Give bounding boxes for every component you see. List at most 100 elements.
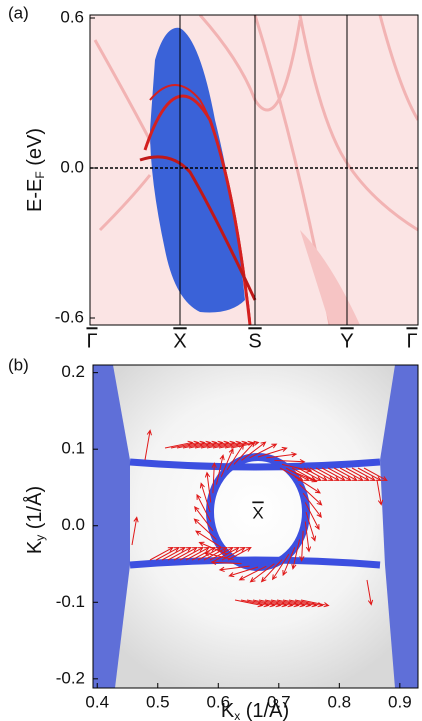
y-axis-label-part: E-E [24, 179, 46, 212]
spin-arrow [302, 492, 322, 519]
y-tick-label: -0.6 [55, 307, 84, 326]
x-tick-label: 0.6 [206, 692, 230, 711]
panel-label: (a) [8, 3, 29, 22]
y-tick-label: 0.1 [61, 439, 85, 458]
y-tick-label: -0.1 [56, 592, 85, 611]
spin-arrow [327, 467, 352, 482]
spin-arrow [218, 565, 250, 572]
y-tick-label: 0.0 [60, 157, 84, 176]
spin-arrow [299, 530, 305, 562]
spin-arrow [294, 476, 321, 494]
band-image [90, 15, 418, 325]
spin-arrow [144, 429, 152, 461]
y-axis-label-part: K [24, 540, 46, 554]
spin-arrow [345, 467, 370, 482]
point-annotation: X [252, 503, 263, 522]
x-tick-label: 0.5 [146, 692, 170, 711]
x-tick-label: X [173, 330, 186, 352]
panel-label: (b) [8, 355, 29, 374]
spin-arrow [363, 467, 388, 482]
spin-arrow [155, 546, 180, 561]
spin-arrow [303, 467, 328, 482]
spin-arrow [167, 546, 192, 561]
y-axis-label: Ky (1/Å) [23, 486, 47, 554]
spin-arrow [297, 467, 322, 482]
spin-arrow [203, 546, 228, 561]
spin-arrow [161, 546, 186, 561]
spin-arrow [309, 467, 334, 482]
plot-frame [92, 364, 419, 689]
spin-arrow [238, 565, 267, 581]
spin-arrow [241, 441, 267, 461]
spin-arrow [221, 546, 246, 561]
spin-arrow [315, 467, 340, 482]
spin-arrow [257, 446, 288, 458]
spin-arrow [195, 530, 222, 548]
spin-arrow [185, 546, 210, 561]
spin-arrow [333, 467, 358, 482]
spin-arrow [260, 559, 283, 583]
plot-frame [89, 14, 419, 326]
spin-arrow [173, 546, 198, 561]
spin-arrow [291, 467, 316, 482]
y-axis-label: E-EF (eV) [24, 128, 47, 212]
spin-arrow [209, 546, 234, 561]
spin-arrow [193, 518, 217, 540]
x-tick-label: Γ [406, 330, 417, 352]
spin-arrow [196, 493, 212, 522]
spin-arrow [204, 471, 212, 503]
spin-arrow [228, 566, 259, 578]
spin-arrow [220, 447, 234, 477]
x-axis-label-part: K [221, 700, 235, 721]
spin-arrow [199, 482, 211, 513]
spin-arrow [291, 539, 301, 570]
x-tick-label: Y [340, 330, 353, 352]
spin-arrow [281, 463, 313, 473]
spin-arrow [197, 546, 222, 561]
y-tick-label: 0.6 [60, 7, 84, 26]
spin-arrow [304, 521, 312, 553]
spin-arrow [274, 458, 306, 465]
spin-arrow [249, 563, 275, 583]
spin-arrow [271, 553, 290, 581]
spin-arrow [285, 467, 310, 482]
spin-arrow [299, 484, 323, 506]
spin-image [93, 365, 418, 688]
x-tick-label: 0.9 [388, 692, 412, 711]
x-axis-label-part: (1/Å) [240, 699, 289, 721]
spin-arrow [300, 599, 330, 608]
spin-arrow [131, 516, 139, 546]
spin-arrow [211, 462, 217, 494]
spin-arrow [191, 546, 216, 561]
y-axis-label-part: (eV) [24, 128, 46, 171]
spin-arrow [279, 467, 304, 482]
x-axis-label: Kx (1/Å) [221, 699, 289, 721]
x-tick-label: 0.4 [85, 692, 109, 711]
spin-arrow [215, 546, 240, 561]
spin-arrow [304, 502, 320, 531]
spin-arrow [249, 443, 278, 459]
spin-arrow [305, 511, 317, 542]
spin-arrow [321, 467, 346, 482]
x-tick-label: S [248, 330, 261, 352]
x-axis-label-part: x [234, 709, 240, 721]
x-tick-label: Γ [86, 330, 97, 352]
y-axis-label-part: F [33, 171, 47, 178]
spin-arrow [339, 467, 364, 482]
spin-arrow [376, 479, 384, 506]
spin-arrow [179, 546, 204, 561]
spin-arrow [351, 467, 376, 482]
spin-arrow [194, 505, 214, 532]
x-tick-label: 0.7 [267, 692, 291, 711]
spin-arrow [266, 452, 298, 459]
spin-arrow [227, 546, 252, 561]
y-axis-label-part: (1/Å) [23, 486, 46, 535]
y-tick-label: 0.0 [61, 515, 85, 534]
spin-arrow [149, 546, 174, 561]
spin-arrow [230, 440, 260, 449]
y-tick-label: 0.2 [61, 362, 85, 381]
y-tick-label: -0.2 [56, 668, 85, 687]
spin-arrow [282, 547, 296, 577]
spin-arrow [366, 579, 374, 606]
